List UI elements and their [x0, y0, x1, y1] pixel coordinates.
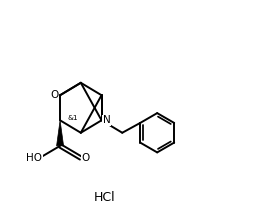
Text: O: O: [51, 90, 59, 100]
Polygon shape: [57, 120, 64, 146]
Text: N: N: [103, 115, 111, 125]
Text: HO: HO: [26, 153, 42, 163]
Text: &1: &1: [67, 115, 78, 121]
Text: HCl: HCl: [94, 191, 116, 204]
Text: O: O: [81, 153, 90, 163]
